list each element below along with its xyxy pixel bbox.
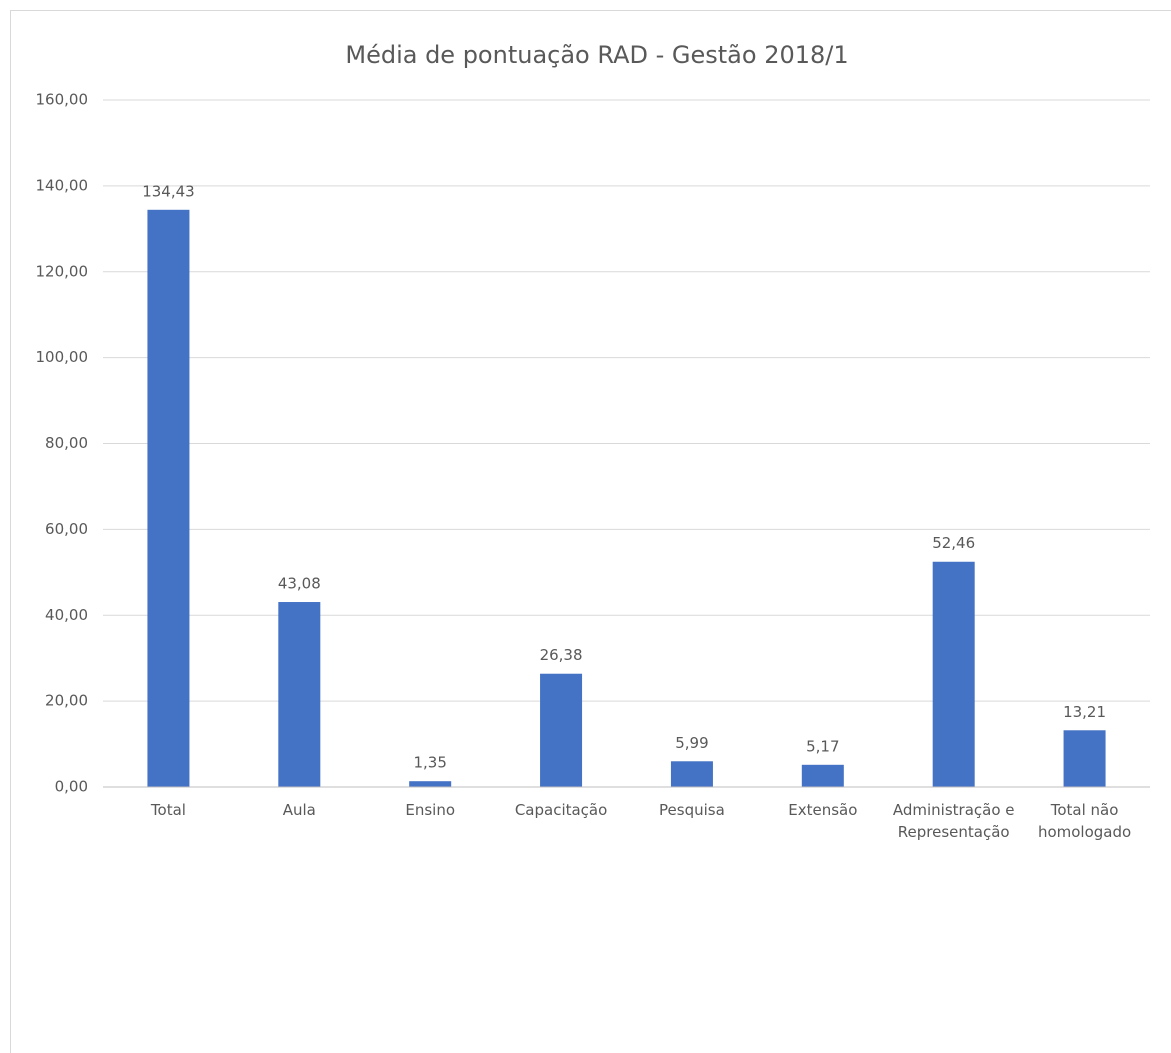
- bar: [1063, 730, 1106, 787]
- chart-frame: [10, 10, 1171, 1053]
- value-label: 1,35: [413, 754, 446, 772]
- bar: [409, 781, 452, 787]
- value-label: 13,21: [1063, 703, 1106, 721]
- value-label: 134,43: [142, 182, 195, 200]
- bar: [540, 673, 583, 787]
- x-tick-label: Extensão: [788, 801, 858, 819]
- x-tick-label: Total: [150, 801, 186, 819]
- y-tick-label: 20,00: [45, 692, 88, 710]
- y-tick-label: 60,00: [45, 520, 88, 538]
- x-tick-label: Total não homologado: [1037, 801, 1132, 841]
- bar: [278, 602, 321, 787]
- y-tick-label: 120,00: [36, 262, 89, 280]
- x-tick-label: Pesquisa: [659, 801, 725, 819]
- x-tick-label: Ensino: [405, 801, 456, 819]
- bar: [932, 561, 975, 787]
- bar: [670, 761, 713, 787]
- bar: [147, 209, 190, 787]
- x-tick-label: Administração e Representação: [892, 801, 1015, 841]
- y-tick-label: 140,00: [36, 176, 89, 194]
- bar: [801, 764, 844, 787]
- chart-title: Média de pontuação RAD - Gestão 2018/1: [345, 41, 848, 69]
- value-label: 5,99: [675, 734, 708, 752]
- y-tick-label: 0,00: [55, 778, 88, 796]
- y-tick-label: 40,00: [45, 606, 88, 624]
- value-label: 43,08: [278, 575, 321, 593]
- value-label: 26,38: [540, 646, 583, 664]
- y-tick-label: 80,00: [45, 434, 88, 452]
- y-tick-label: 100,00: [36, 348, 89, 366]
- value-label: 52,46: [932, 534, 975, 552]
- value-label: 5,17: [806, 737, 839, 755]
- x-tick-label: Capacitação: [514, 801, 608, 819]
- y-tick-label: 160,00: [36, 91, 89, 109]
- x-tick-label: Aula: [282, 801, 316, 819]
